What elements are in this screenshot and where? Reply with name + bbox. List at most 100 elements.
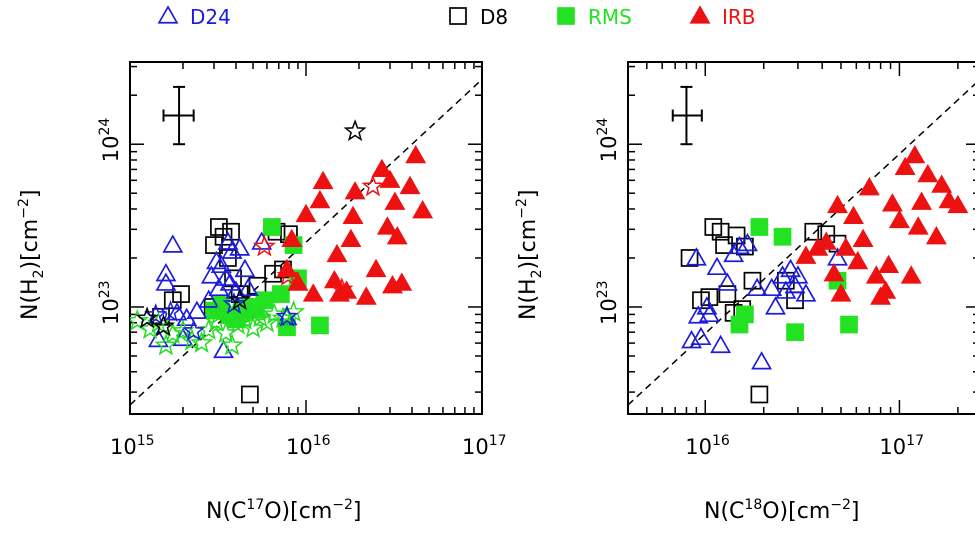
point-d24 xyxy=(772,265,793,284)
y-tick-label: 1023 xyxy=(595,280,621,325)
point-d24 xyxy=(728,235,750,255)
point-irb xyxy=(386,226,408,245)
legend-label-irb: IRB xyxy=(722,5,756,29)
point-d24 xyxy=(219,272,241,291)
point-d24 xyxy=(827,247,849,266)
point-d24 xyxy=(780,258,802,278)
point-irb xyxy=(907,216,929,235)
point-d24 xyxy=(775,280,797,299)
point-irb xyxy=(399,175,421,195)
point-irb xyxy=(894,156,916,176)
point-irb xyxy=(281,228,303,248)
point-star xyxy=(275,304,299,327)
point-star xyxy=(252,234,276,257)
point-irb xyxy=(340,228,362,248)
point-d24 xyxy=(166,302,188,321)
panel-c17o: 1015 1016 1017 1023 1024 N(C17O)[cm−2] N(H2)[c… xyxy=(16,61,507,524)
point-irb xyxy=(371,158,393,178)
point-star xyxy=(154,333,178,356)
y-ticks xyxy=(628,65,975,393)
point-irb xyxy=(875,280,897,299)
legend-marker-d8 xyxy=(449,7,467,25)
point-d24 xyxy=(746,277,768,297)
point-irb xyxy=(847,250,869,270)
data-points xyxy=(680,144,969,404)
point-star xyxy=(207,302,231,325)
data-points xyxy=(130,119,434,404)
point-d24 xyxy=(690,326,712,346)
point-d24 xyxy=(215,267,237,286)
x-tick-label: 1016 xyxy=(685,433,730,459)
point-d8 xyxy=(241,385,259,404)
point-d24 xyxy=(765,296,786,315)
x-tick-label: 1015 xyxy=(110,433,155,459)
y-axis-label: N(H2)[cm−2] xyxy=(514,190,545,320)
point-d8 xyxy=(680,249,699,267)
point-d24 xyxy=(710,334,732,354)
point-star xyxy=(161,322,185,345)
legend-marker-irb xyxy=(689,5,711,24)
x-ticks xyxy=(627,62,959,414)
point-irb xyxy=(904,144,926,164)
point-rms xyxy=(786,323,804,342)
point-d24 xyxy=(198,289,220,308)
point-d24 xyxy=(234,258,256,278)
point-irb xyxy=(815,231,837,250)
y-ticks xyxy=(130,65,482,393)
point-d24 xyxy=(696,296,718,315)
point-d24 xyxy=(237,277,259,297)
legend: D24 D8 RMS IRB xyxy=(157,5,756,29)
point-d24 xyxy=(761,277,783,297)
point-d24 xyxy=(787,265,809,284)
point-rms xyxy=(272,285,290,303)
point-irb xyxy=(911,191,933,210)
y-axis-label: N(H2)[cm−2] xyxy=(16,190,47,320)
point-d24 xyxy=(685,247,707,266)
point-irb xyxy=(917,163,939,183)
y-tick-label: 1024 xyxy=(595,118,621,163)
point-d24 xyxy=(716,272,738,291)
point-star xyxy=(361,174,385,197)
point-d24 xyxy=(687,305,709,324)
x-axis-label: N(C17O)[cm−2] xyxy=(206,497,361,524)
point-irb xyxy=(878,254,900,274)
point-irb xyxy=(947,194,969,214)
point-rms xyxy=(773,227,792,246)
x-tick-label: 1017 xyxy=(879,433,924,459)
point-d24 xyxy=(229,237,251,256)
point-d24 xyxy=(784,275,806,294)
point-star xyxy=(255,310,279,333)
point-d24 xyxy=(706,256,728,276)
point-d8 xyxy=(804,222,823,241)
point-irb xyxy=(295,203,317,223)
legend-label-d24: D24 xyxy=(190,5,231,29)
point-star xyxy=(220,333,244,356)
error-bar xyxy=(162,85,195,146)
point-irb xyxy=(843,205,864,225)
panel-c18o: 1016 1017 1023 1024 N(C18O)[cm−2] N(H2)[cm−2] xyxy=(514,61,975,524)
point-star xyxy=(226,312,250,335)
point-star xyxy=(330,277,354,300)
legend-label-d8: D8 xyxy=(480,5,508,29)
point-irb xyxy=(376,216,398,235)
point-irb xyxy=(323,269,345,289)
legend-marker-rms xyxy=(557,7,575,25)
point-star xyxy=(158,299,183,322)
point-irb xyxy=(342,205,364,225)
point-irb xyxy=(858,177,880,196)
point-star xyxy=(135,306,159,329)
point-d8 xyxy=(172,285,190,303)
point-d24 xyxy=(737,232,758,252)
point-d24 xyxy=(698,303,720,323)
point-irb xyxy=(355,286,377,305)
point-star xyxy=(343,119,367,142)
point-star xyxy=(228,288,252,311)
point-irb xyxy=(823,263,845,282)
point-irb xyxy=(391,272,413,291)
x-ticks xyxy=(129,62,483,414)
point-star xyxy=(276,263,300,286)
plot-frame xyxy=(627,61,975,415)
point-d24 xyxy=(681,330,703,349)
point-irb xyxy=(931,174,953,193)
point-irb xyxy=(312,170,334,190)
